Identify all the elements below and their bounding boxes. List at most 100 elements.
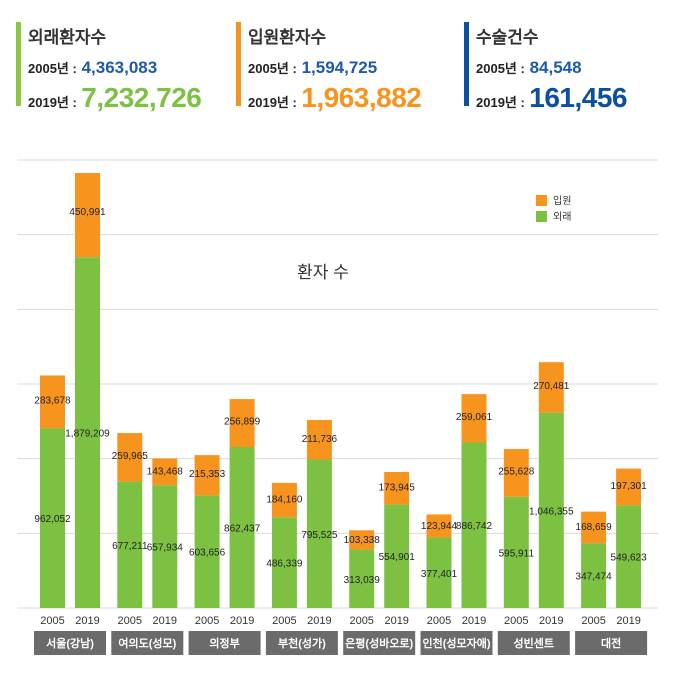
year-label: 2005 bbox=[581, 615, 605, 627]
data-label-outpatient: 377,401 bbox=[421, 569, 458, 580]
year-label: 2005 bbox=[427, 615, 451, 627]
chart-legend: 입원 외래 bbox=[536, 194, 571, 223]
data-label-inpatient: 184,160 bbox=[266, 494, 303, 505]
stat-outpatient-2019: 2019년 : 7,232,726 bbox=[28, 82, 202, 114]
bar-outpatient bbox=[75, 257, 100, 608]
group-label-bg bbox=[497, 631, 570, 655]
bar-inpatient bbox=[40, 375, 65, 429]
bar-inpatient bbox=[616, 468, 642, 506]
data-label-outpatient: 313,039 bbox=[344, 575, 381, 586]
data-label-inpatient: 143,468 bbox=[147, 466, 184, 477]
data-label-outpatient: 1,879,209 bbox=[65, 429, 110, 440]
bar-outpatient bbox=[581, 543, 607, 608]
data-label-outpatient: 657,934 bbox=[147, 543, 184, 554]
data-label-inpatient: 283,678 bbox=[34, 395, 71, 406]
data-label-outpatient: 795,525 bbox=[301, 530, 338, 541]
year-label: 2005 bbox=[118, 615, 142, 627]
year-label: 2005 bbox=[40, 615, 64, 627]
bar-inpatient bbox=[152, 458, 178, 486]
stat-inpatient-2019-label: 2019년 : bbox=[248, 95, 297, 110]
stat-outpatient-title: 외래환자수 bbox=[28, 28, 107, 47]
data-label-outpatient: 347,474 bbox=[576, 572, 613, 583]
stat-outpatient-2019-label: 2019년 : bbox=[28, 95, 77, 110]
data-label-outpatient: 1,046,355 bbox=[529, 506, 574, 517]
data-label-inpatient: 173,945 bbox=[379, 483, 416, 494]
data-label-outpatient: 549,623 bbox=[611, 553, 648, 564]
year-label: 2019 bbox=[153, 615, 177, 627]
chart-bars bbox=[34, 173, 648, 655]
data-label-inpatient: 211,736 bbox=[302, 434, 338, 445]
bar-outpatient bbox=[306, 459, 332, 608]
bar-inpatient bbox=[194, 455, 220, 496]
bar-inpatient bbox=[581, 511, 607, 544]
stat-surgery-2005: 2005년 : 84,548 bbox=[476, 58, 627, 78]
data-label-inpatient: 168,659 bbox=[576, 522, 613, 533]
group-label: 부천(성가) bbox=[278, 636, 326, 650]
year-label: 2019 bbox=[384, 615, 408, 627]
group-label-bg bbox=[34, 631, 106, 655]
bar-inpatient bbox=[503, 449, 529, 497]
group-label-bg bbox=[575, 631, 648, 655]
bar-outpatient bbox=[152, 485, 178, 608]
data-label-outpatient: 603,656 bbox=[189, 548, 226, 559]
year-label: 2005 bbox=[349, 615, 373, 627]
data-label-outpatient: 486,339 bbox=[266, 559, 303, 570]
year-label: 2019 bbox=[462, 615, 486, 627]
group-label-bg bbox=[343, 631, 416, 655]
stat-inpatient-2005-label: 2005년 : bbox=[248, 61, 297, 76]
data-label-outpatient: 962,052 bbox=[34, 514, 71, 525]
data-label-outpatient: 554,901 bbox=[379, 552, 416, 563]
stat-inpatient-2019: 2019년 : 1,963,882 bbox=[248, 82, 422, 114]
year-label: 2019 bbox=[307, 615, 331, 627]
year-label: 2019 bbox=[539, 615, 563, 627]
bar-inpatient bbox=[117, 433, 143, 482]
bar-outpatient bbox=[271, 517, 297, 608]
stat-inpatient-title: 입원환자수 bbox=[248, 28, 327, 47]
stat-inpatient: 입원환자수 2005년 : 1,594,725 2019년 : 1,963,88… bbox=[236, 22, 422, 113]
group-label: 성빈센트 bbox=[514, 636, 554, 650]
bar-inpatient bbox=[75, 173, 100, 258]
bar-inpatient bbox=[271, 482, 297, 518]
year-label: 2019 bbox=[230, 615, 254, 627]
group-label: 대전 bbox=[601, 636, 621, 650]
bar-outpatient bbox=[616, 505, 642, 608]
data-label-inpatient: 256,899 bbox=[224, 417, 261, 428]
stat-outpatient-accent bbox=[16, 22, 21, 106]
bar-inpatient bbox=[384, 471, 410, 505]
year-label: 2019 bbox=[616, 615, 640, 627]
stat-outpatient-2005-label: 2005년 : bbox=[28, 61, 77, 76]
stat-surgery-2005-label: 2005년 : bbox=[476, 61, 525, 76]
bar-inpatient bbox=[349, 530, 375, 550]
year-label: 2005 bbox=[272, 615, 296, 627]
legend-label-inpatient: 입원 bbox=[553, 194, 571, 207]
chart-labels: 962,052 283,678 2005 1,879,209 450,991 2019 서울… bbox=[34, 207, 647, 650]
data-label-inpatient: 197,301 bbox=[611, 481, 648, 492]
patients-bar-chart: 환자 수 입원 외래 962,052 283,678 2005 1,879,209 45… bbox=[17, 159, 658, 655]
data-label-outpatient: 677,211 bbox=[112, 541, 148, 552]
stat-surgery: 수술건수 2005년 : 84,548 2019년 : 161,456 bbox=[464, 22, 627, 113]
data-label-outpatient: 886,742 bbox=[456, 521, 493, 532]
bar-outpatient bbox=[538, 412, 564, 608]
legend-swatch-outpatient bbox=[536, 211, 547, 222]
year-label: 2005 bbox=[195, 615, 219, 627]
data-label-inpatient: 123,944 bbox=[421, 521, 458, 532]
stat-inpatient-2019-value: 1,963,882 bbox=[301, 82, 422, 113]
bar-outpatient bbox=[229, 447, 255, 608]
group-label-bg bbox=[420, 631, 493, 655]
group-label-bg bbox=[111, 631, 184, 655]
group-label: 서울(강남) bbox=[46, 636, 94, 650]
stat-surgery-2019-value: 161,456 bbox=[529, 82, 627, 113]
stat-surgery-2005-value: 84,548 bbox=[529, 58, 582, 77]
data-label-inpatient: 255,628 bbox=[498, 467, 535, 478]
bar-inpatient bbox=[229, 399, 255, 448]
bar-inpatient bbox=[461, 394, 487, 443]
group-label-bg bbox=[265, 631, 338, 655]
year-label: 2005 bbox=[504, 615, 528, 627]
data-label-inpatient: 103,338 bbox=[344, 535, 381, 546]
stat-inpatient-2005: 2005년 : 1,594,725 bbox=[248, 58, 421, 78]
group-label: 은평(성바오로) bbox=[345, 636, 413, 650]
bar-outpatient bbox=[117, 481, 143, 608]
bar-inpatient bbox=[538, 362, 564, 413]
data-label-inpatient: 450,991 bbox=[69, 207, 106, 218]
stat-surgery-2019-label: 2019년 : bbox=[476, 95, 525, 110]
